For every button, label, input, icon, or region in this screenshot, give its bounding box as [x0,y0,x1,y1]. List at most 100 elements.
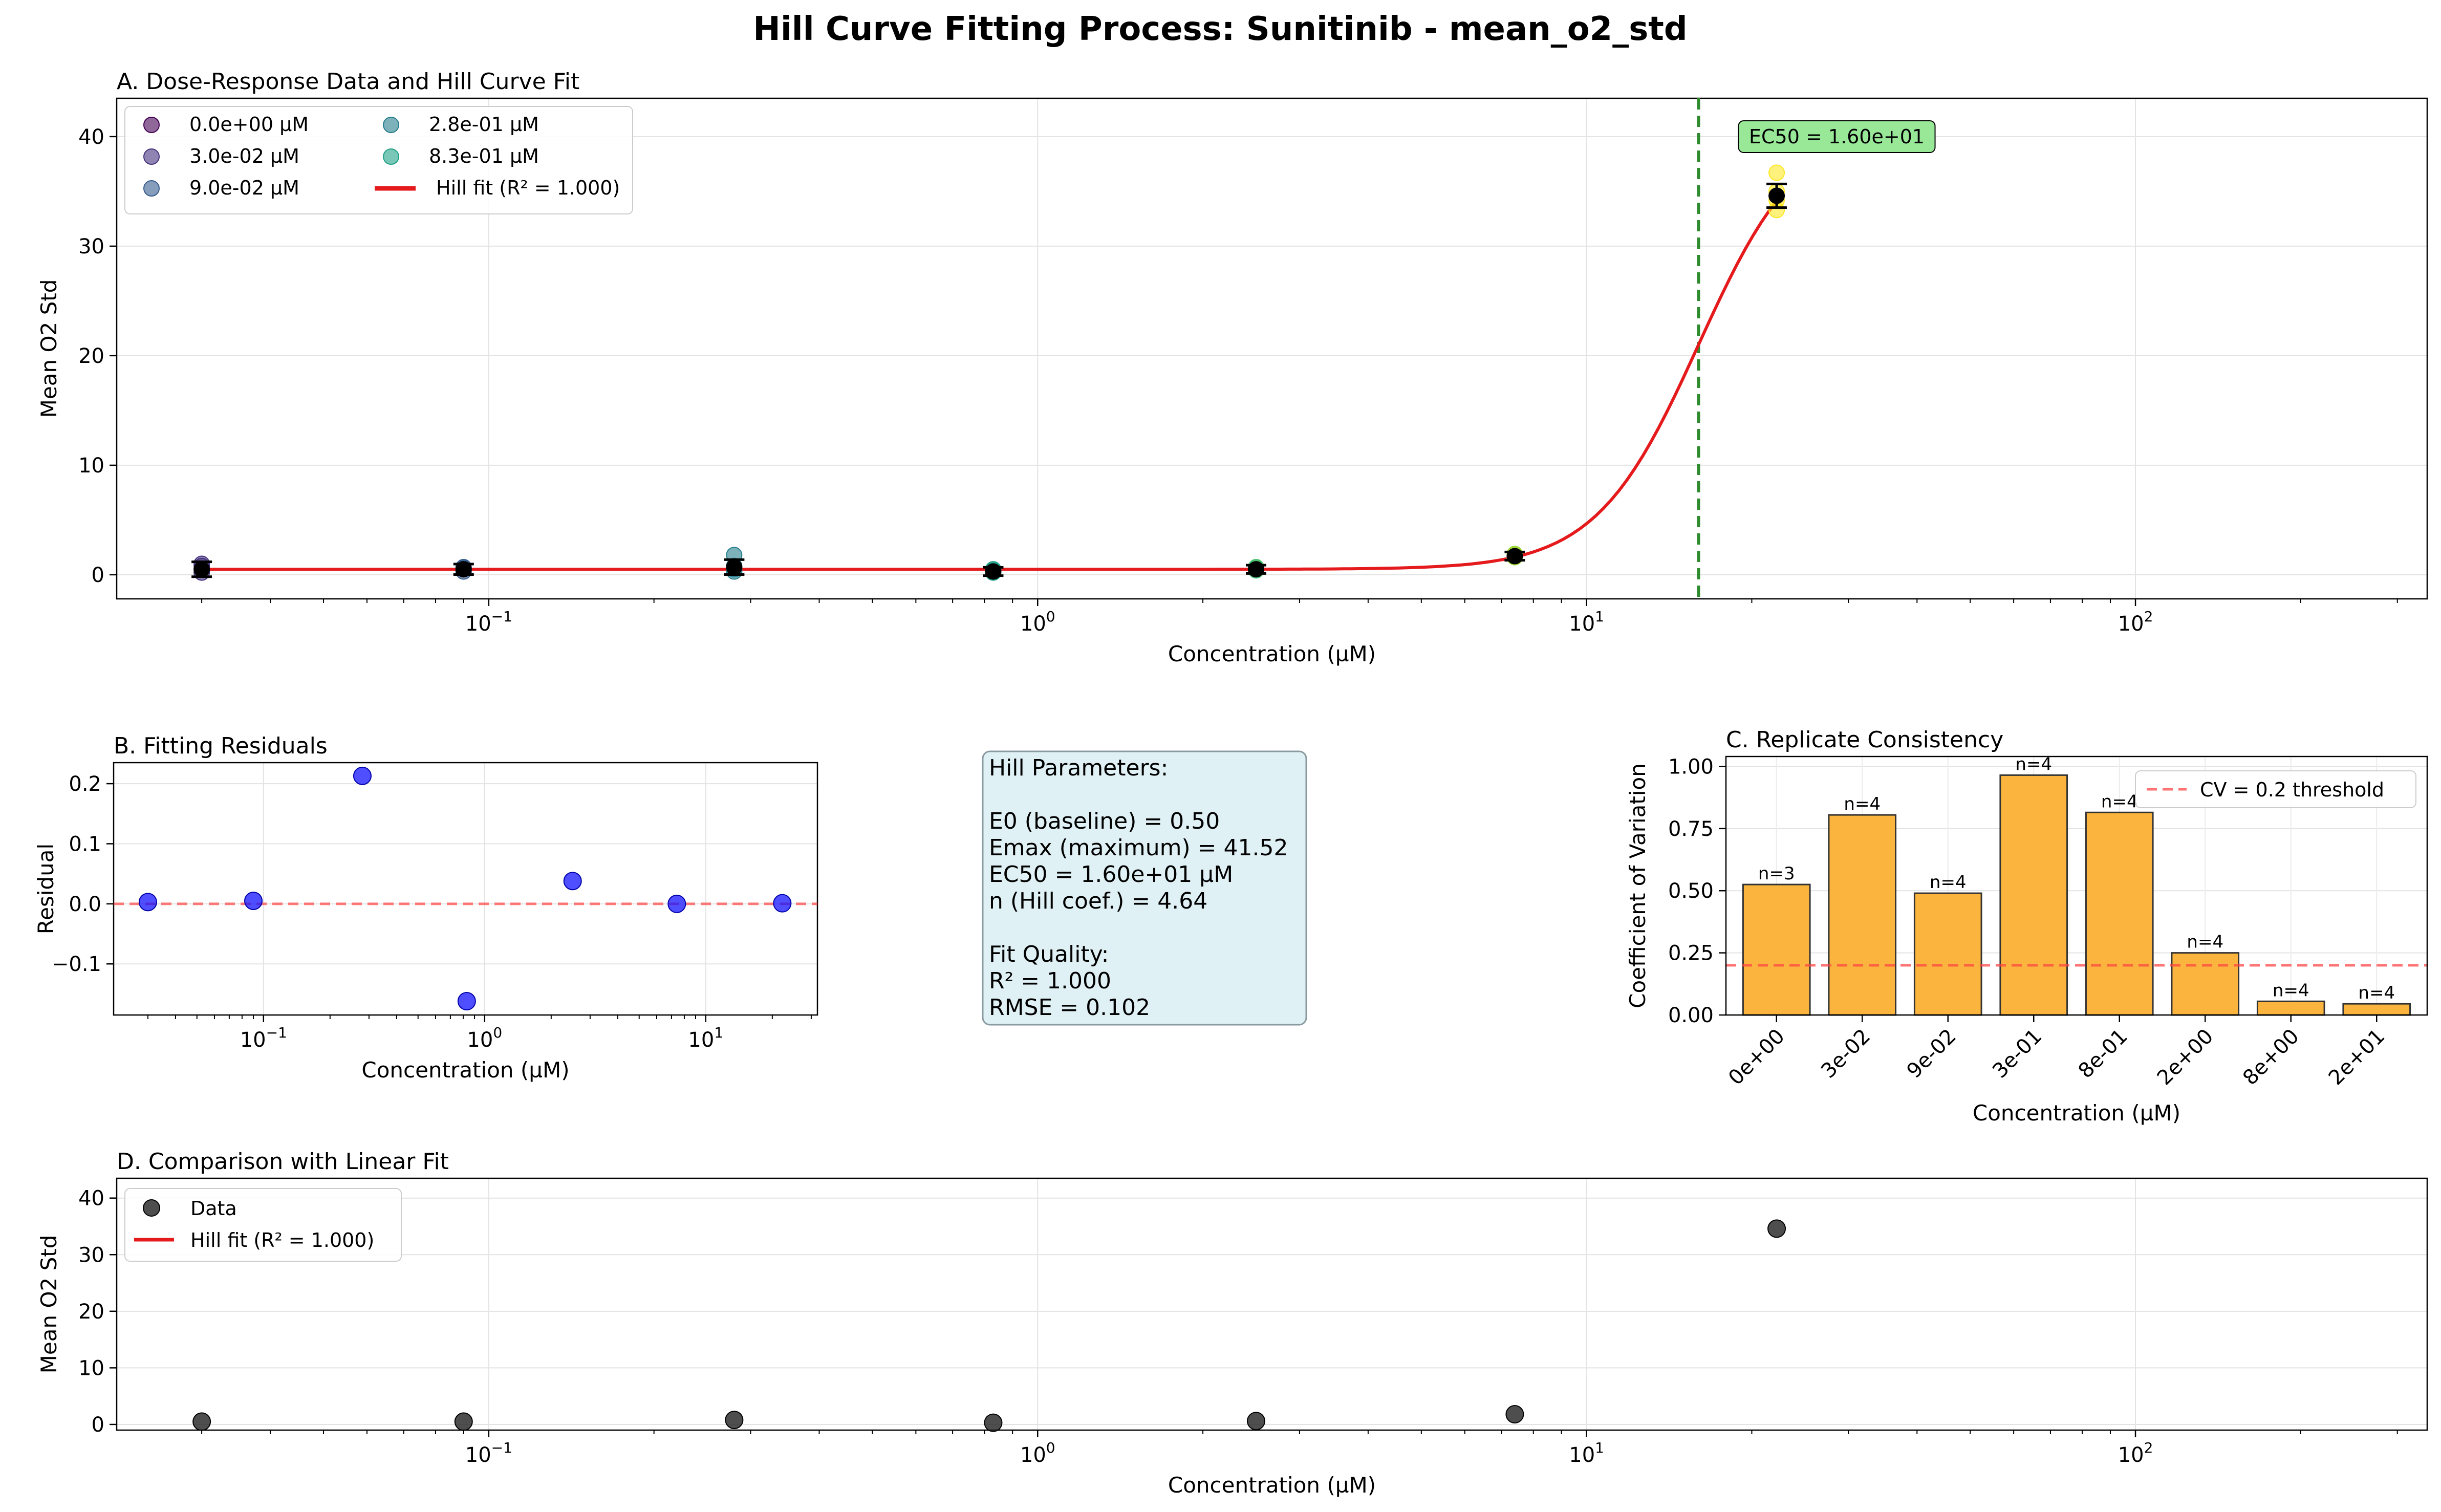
legend-box [124,106,633,214]
params-line: Emax (maximum) = 41.52 [989,835,1288,861]
x-tick-label: 3e-01 [1988,1025,2046,1083]
params-line: R² = 1.000 [989,968,1111,994]
params-line: n (Hill coef.) = 4.64 [989,888,1207,914]
legend-label: 9.0e-02 µM [189,177,299,199]
residual-point [138,893,157,912]
y-tick-label: 20 [78,1300,104,1324]
mean-point [1768,187,1785,204]
y-tick-label: 0.50 [1668,879,1714,903]
panel-b: 10−1 100 101 −0.1 0.0 0.1 0.2 B. Fitting Residu… [33,733,818,1083]
plot-frame [1725,755,2428,1016]
y-tick-label: 10 [78,454,104,478]
legend-marker [143,180,160,197]
replicate-point [1768,164,1785,181]
bar-count-label: n=4 [1844,794,1881,814]
y-tick-label: −0.1 [52,953,101,976]
legend-label: Data [190,1197,237,1220]
legend-label: 2.8e-01 µM [429,113,539,136]
y-tick-label: 1.00 [1668,755,1714,779]
data-point [1246,1412,1265,1431]
bar-count-label: n=4 [1930,872,1967,893]
panel-c-title: C. Replicate Consistency [1726,727,2003,753]
plot-frame [113,762,818,1016]
cv-bar [1913,892,1982,1016]
panel-d-x-axis-label: Concentration (µM) [1168,1473,1376,1498]
figure-title: Hill Curve Fitting Process: Sunitinib - … [753,10,1687,48]
plot-frame [116,97,2428,600]
x-tick-label: 2e+01 [2324,1025,2390,1090]
x-tick-label: 8e-01 [2074,1025,2132,1083]
x-tick-label: 2e+00 [2153,1025,2218,1090]
data-point [192,1412,211,1431]
bar-count-label: n=4 [2273,980,2309,1001]
mean-point [193,561,210,578]
legend-label: CV = 0.2 threshold [2200,779,2384,801]
ec50-label: EC50 = 1.60e+01 [1749,125,1925,148]
mean-point [1506,548,1523,565]
data-point [1505,1405,1524,1424]
cv-bar [2085,811,2154,1016]
cv-bar [2342,1003,2411,1016]
legend-box [124,1188,402,1262]
y-tick-label: 40 [78,125,104,149]
legend-marker [383,148,399,165]
params-line: E0 (baseline) = 0.50 [989,808,1220,834]
y-tick-label: 0.1 [69,832,101,856]
legend-marker [143,148,160,165]
params-line: EC50 = 1.60e+01 µM [989,861,1233,888]
panel-c-x-axis-label: Concentration (µM) [1973,1100,2180,1126]
y-tick-label: 40 [78,1187,104,1211]
legend-marker [143,117,160,133]
y-tick-label: 10 [78,1356,104,1380]
bar-count-label: n=4 [2101,791,2138,812]
data-point [1767,1219,1786,1238]
residual-point [244,891,263,910]
legend-marker [383,117,399,133]
panel-d-title: D. Comparison with Linear Fit [117,1149,449,1175]
bar-count-label: n=4 [2015,754,2052,774]
x-tick-label: 102 [2118,608,2153,636]
x-tick-label: 3e-02 [1817,1025,1875,1083]
plot-frame [116,1177,2428,1431]
data-point [984,1413,1003,1432]
cv-bar [1999,774,2068,1016]
ec50-label-box [1738,120,1936,153]
panel-a-x-axis-label: Concentration (µM) [1168,641,1376,666]
legend-label: 3.0e-02 µM [189,145,299,167]
x-tick-label: 9e-02 [1903,1025,1961,1083]
panel-a-title: A. Dose-Response Data and Hill Curve Fit [117,69,579,95]
x-tick-label: 101 [1569,608,1604,636]
panel-c-y-axis-label: Coefficient of Variation [1625,763,1650,1008]
residual-point [353,766,372,785]
legend-label: 8.3e-01 µM [429,145,539,167]
y-tick-label: 30 [78,235,104,258]
y-tick-label: 30 [78,1243,104,1267]
x-tick-label: 101 [688,1024,723,1052]
bar-count-label: n=3 [1758,863,1795,884]
y-tick-label: 0 [92,564,104,587]
x-tick-label: 100 [1020,608,1055,636]
hill-fit-curve [202,200,1778,571]
panel-d-y-axis-label: Mean O2 Std [36,1235,61,1374]
panel-c: n=3 0e+00 n=4 3e-02 n=4 9e-02 n=4 3e-01 n=4 8e-01… [1625,727,2428,1126]
params-line: RMSE = 0.102 [989,995,1150,1021]
y-tick-label: 0.0 [69,893,101,916]
cv-bar [1828,814,1897,1016]
x-tick-label: 10−1 [465,608,512,636]
data-point [725,1411,744,1430]
x-tick-label: 10−1 [465,1439,512,1467]
x-tick-label: 101 [1569,1439,1604,1467]
bar-count-label: n=4 [2358,983,2395,1003]
y-tick-label: 0.00 [1668,1004,1714,1027]
x-tick-label: 102 [2118,1439,2153,1467]
y-tick-label: 20 [78,344,104,368]
legend-label: 0.0e+00 µM [189,113,309,136]
y-tick-label: 0.2 [69,772,101,796]
x-tick-label: 100 [467,1024,502,1052]
mean-point [985,563,1002,580]
y-tick-label: 0.25 [1668,942,1714,965]
y-tick-label: 0.75 [1668,817,1714,841]
